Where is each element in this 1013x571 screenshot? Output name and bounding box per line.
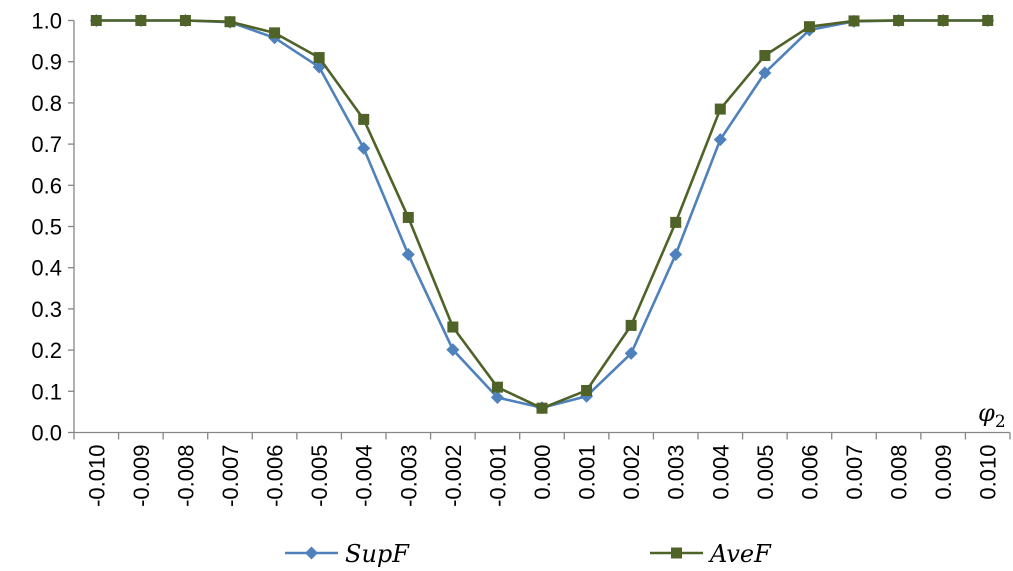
x-tick-label: 0.005 — [753, 445, 778, 500]
data-point-supf — [669, 248, 683, 262]
y-tick-label: 1.0 — [31, 9, 62, 34]
data-point-avef — [937, 15, 949, 26]
data-point-avef — [893, 15, 905, 26]
x-tick-label: 0.000 — [530, 445, 555, 500]
x-tick-label: 0.008 — [887, 445, 912, 500]
y-tick-label: 0.1 — [31, 379, 62, 404]
data-point-supf — [446, 343, 460, 357]
x-tick-label: 0.004 — [708, 445, 733, 500]
data-point-supf — [713, 133, 727, 147]
data-point-avef — [179, 15, 191, 26]
x-tick-label: -0.004 — [352, 445, 377, 507]
data-point-avef — [625, 319, 637, 331]
x-tick-label: -0.010 — [84, 445, 109, 507]
y-tick-label: 0.4 — [31, 256, 62, 281]
x-tick-label: 0.009 — [931, 445, 956, 500]
x-tick-label: 0.001 — [575, 445, 600, 500]
data-point-avef — [536, 402, 548, 414]
x-tick-label: -0.001 — [485, 445, 510, 507]
x-tick-label: -0.007 — [218, 445, 243, 507]
data-point-avef — [670, 216, 682, 228]
data-point-supf — [624, 346, 638, 360]
x-tick-label: -0.008 — [173, 445, 198, 507]
x-tick-label: -0.005 — [307, 445, 332, 507]
y-tick-label: 0.7 — [31, 132, 62, 157]
data-point-avef — [269, 27, 281, 39]
data-point-avef — [135, 15, 147, 26]
x-tick-label: -0.009 — [129, 445, 154, 507]
legend-item-avef: AveF — [650, 540, 772, 568]
y-tick-label: 0.2 — [31, 338, 62, 363]
data-point-avef — [581, 384, 593, 396]
data-point-avef — [714, 103, 726, 115]
tick-labels: 0.00.10.20.30.40.50.60.70.80.91.0-0.010-… — [31, 9, 1005, 507]
legend: SupF AveF — [285, 540, 772, 568]
x-tick-label: 0.003 — [664, 445, 689, 500]
x-tick-label: 0.002 — [619, 445, 644, 500]
y-tick-label: 0.5 — [31, 215, 62, 240]
series-line-avef — [96, 19, 988, 410]
x-tick-label: 0.010 — [976, 445, 1001, 500]
data-point-avef — [759, 50, 771, 62]
y-tick-label: 0.3 — [31, 297, 62, 322]
legend-label: AveF — [708, 540, 772, 568]
y-tick-label: 0.0 — [31, 421, 62, 446]
x-tick-label: -0.002 — [441, 445, 466, 507]
y-tick-label: 0.8 — [31, 91, 62, 116]
legend-label: SupF — [345, 540, 410, 568]
x-tick-label: -0.003 — [396, 445, 421, 507]
data-point-avef — [358, 113, 370, 125]
legend-marker — [671, 547, 682, 559]
data-point-avef — [313, 52, 325, 64]
data-point-avef — [90, 15, 102, 26]
x-tick-label: 0.007 — [842, 445, 867, 500]
legend-item-supf: SupF — [285, 540, 410, 568]
data-point-avef — [982, 15, 994, 26]
series-line-supf — [96, 19, 988, 410]
series-supf — [89, 14, 995, 415]
data-point-avef — [224, 16, 236, 28]
data-point-avef — [402, 211, 414, 223]
data-point-supf — [401, 248, 415, 262]
data-point-supf — [357, 141, 371, 155]
x-tick-label: -0.006 — [263, 445, 288, 507]
y-tick-label: 0.9 — [31, 50, 62, 75]
legend-marker — [305, 546, 318, 560]
series-avef — [90, 15, 994, 414]
data-point-avef — [447, 321, 459, 333]
x-tick-label: 0.006 — [797, 445, 822, 500]
series-layer — [89, 14, 995, 415]
axes — [68, 19, 1011, 440]
x-axis-title: φ2 — [978, 399, 1006, 432]
data-point-avef — [803, 21, 815, 33]
data-point-supf — [758, 66, 772, 80]
data-point-avef — [491, 381, 503, 393]
y-tick-label: 0.6 — [31, 173, 62, 198]
data-point-avef — [848, 15, 860, 27]
data-point-supf — [490, 390, 504, 404]
